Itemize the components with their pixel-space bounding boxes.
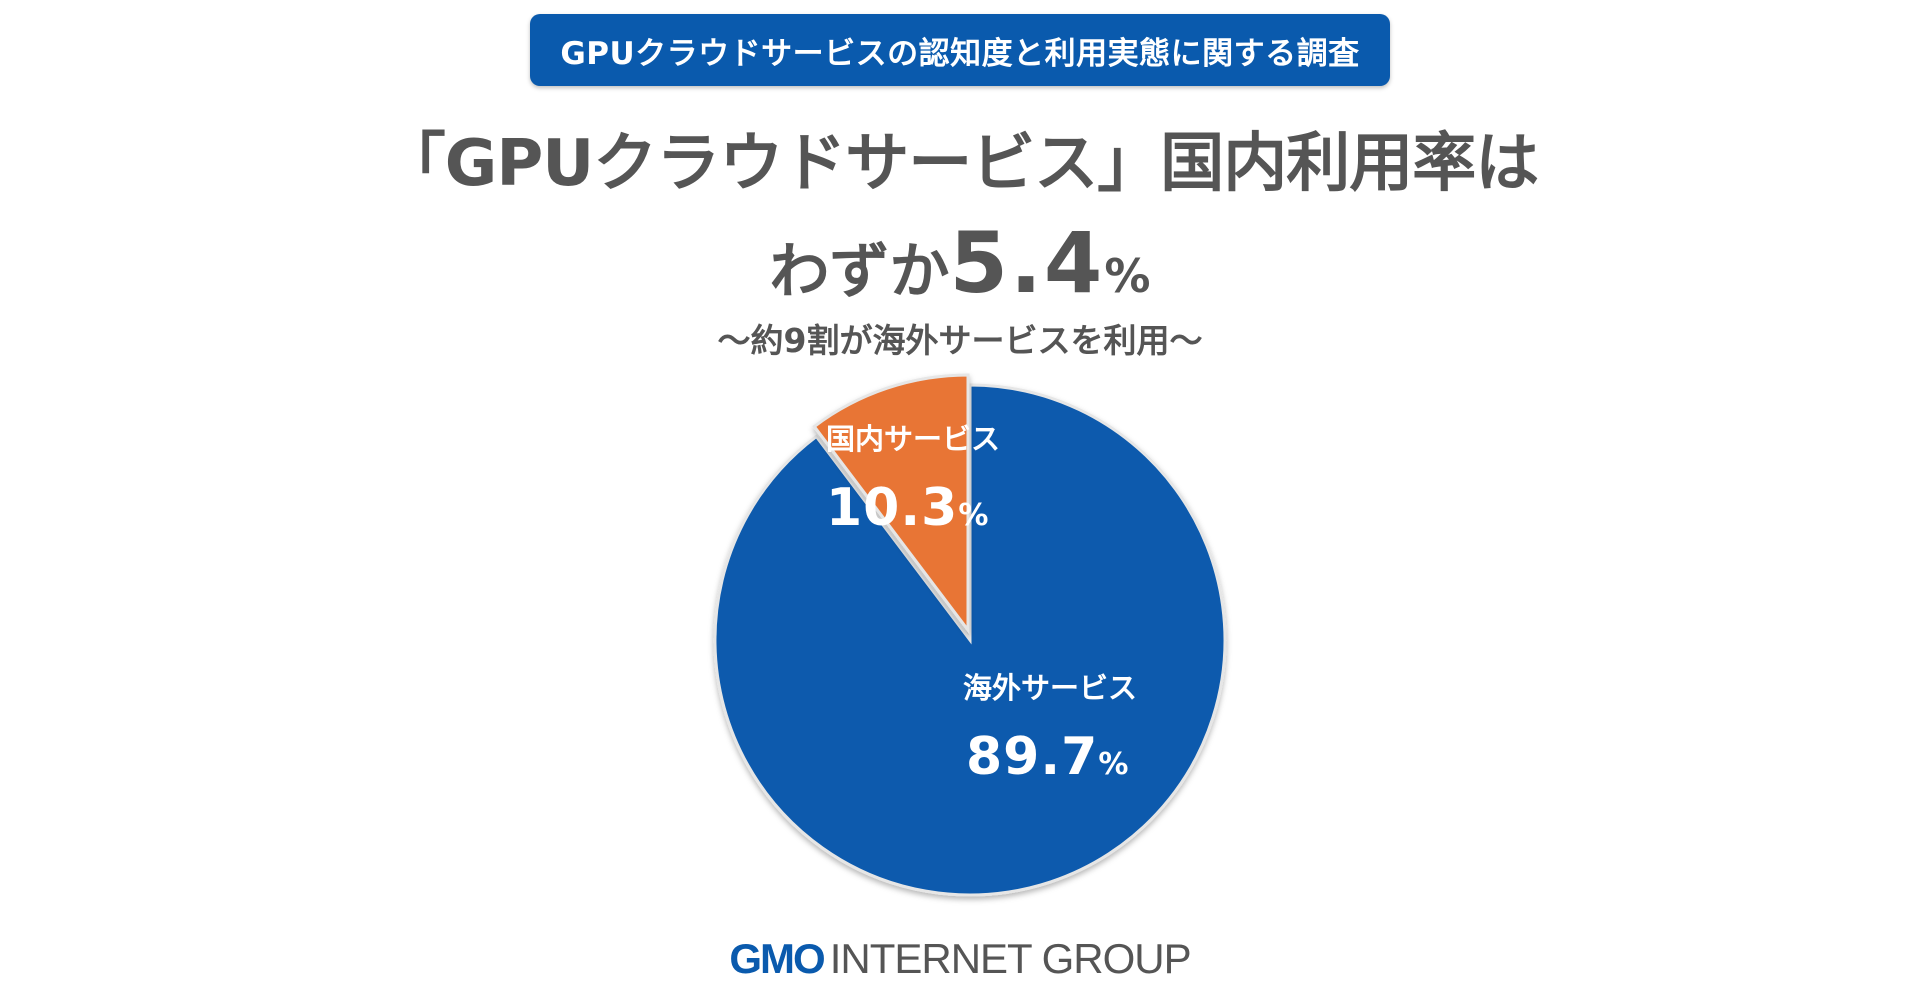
domestic-label: 国内サービス: [826, 422, 1001, 456]
domestic-value-unit: %: [958, 498, 990, 533]
domestic-value: 10.3%: [826, 478, 989, 538]
pie-slice-domestic: [812, 373, 970, 635]
domestic-value-number: 10.3: [826, 478, 959, 538]
pie-svg: [713, 373, 1227, 897]
headline-prefix: わずか: [769, 237, 950, 307]
survey-title: GPUクラウドサービスの認知度と利用実態に関する調査: [560, 35, 1360, 72]
pie-chart: [700, 365, 1240, 905]
headline-value: 5.4: [949, 214, 1105, 312]
logo-gmo-mark: GMO: [729, 935, 825, 982]
logo-wordmark: INTERNET GROUP: [829, 935, 1192, 982]
headline-unit: %: [1104, 249, 1151, 303]
headline-line-1: 「GPUクラウドサービス」国内利用率は: [381, 127, 1539, 201]
subtitle: 〜約9割が海外サービスを利用〜: [717, 321, 1203, 360]
overseas-label: 海外サービス: [963, 671, 1138, 705]
overseas-value-number: 89.7: [966, 727, 1099, 787]
overseas-value: 89.7%: [966, 727, 1129, 787]
gmo-logo: GMO INTERNET GROUP: [0, 935, 1920, 983]
headline-line-2: わずか5.4%: [0, 214, 1920, 312]
survey-title-badge: GPUクラウドサービスの認知度と利用実態に関する調査: [530, 14, 1390, 86]
overseas-value-unit: %: [1098, 747, 1130, 782]
pie-slice-overseas: [713, 383, 1227, 897]
